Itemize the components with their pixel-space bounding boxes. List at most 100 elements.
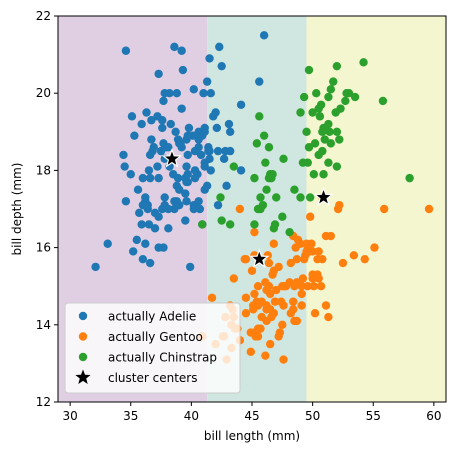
data-point: [314, 247, 323, 256]
data-point: [290, 185, 299, 194]
data-point: [335, 135, 344, 144]
x-tick-label: 35: [123, 409, 138, 423]
data-point: [253, 282, 263, 291]
data-point: [324, 119, 333, 129]
data-point: [325, 127, 334, 136]
data-point: [121, 197, 131, 206]
data-point: [297, 301, 306, 310]
series-3: [161, 148, 334, 268]
data-point: [211, 108, 220, 117]
data-point: [91, 262, 100, 272]
data-point: [133, 185, 143, 194]
data-point: [316, 282, 326, 291]
data-point: [182, 197, 191, 206]
data-point: [147, 116, 156, 125]
data-point: [130, 131, 139, 140]
data-point: [289, 305, 298, 314]
legend-marker: [75, 369, 91, 384]
data-point: [194, 197, 203, 206]
data-point: [310, 309, 320, 318]
data-point: [285, 227, 294, 237]
data-point: [326, 231, 336, 241]
legend: actually Adelie actually Gentoo actually C…: [64, 302, 241, 394]
data-point: [198, 220, 207, 229]
data-point: [183, 177, 192, 187]
data-point: [241, 309, 251, 318]
data-point: [128, 247, 138, 256]
data-point: [212, 123, 222, 133]
data-point: [132, 235, 142, 245]
data-point: [103, 239, 112, 248]
data-point: [205, 146, 214, 156]
y-tick-label: 20: [36, 86, 51, 100]
data-point: [274, 262, 283, 272]
data-point: [335, 200, 344, 210]
data-point: [184, 123, 194, 133]
data-point: [312, 89, 321, 98]
data-point: [250, 173, 259, 183]
data-point: [297, 289, 306, 299]
data-point: [229, 162, 239, 171]
data-point: [350, 92, 360, 102]
data-point: [199, 89, 208, 98]
data-point: [309, 282, 319, 291]
series-2: [198, 58, 414, 237]
data-point: [259, 131, 269, 140]
data-point: [159, 96, 168, 106]
data-point: [316, 100, 326, 109]
data-point: [256, 324, 265, 333]
data-point: [336, 104, 345, 113]
data-point: [405, 173, 414, 183]
data-point: [275, 328, 285, 337]
data-point: [206, 166, 215, 175]
data-point: [304, 143, 314, 152]
data-point: [286, 258, 295, 268]
data-point: [183, 150, 192, 160]
data-point: [177, 143, 186, 152]
data-point: [324, 312, 333, 322]
data-point: [332, 61, 342, 71]
legend-label: actually Adelie: [108, 310, 196, 324]
data-point: [307, 239, 316, 248]
data-point: [225, 146, 235, 156]
data-point: [310, 139, 320, 148]
data-point: [145, 258, 155, 268]
data-point: [121, 46, 131, 55]
data-point: [241, 254, 251, 264]
data-point: [292, 254, 302, 264]
data-point: [270, 297, 280, 306]
data-point: [160, 193, 169, 202]
x-axis: 30 35 40 45 50 55 60: [62, 402, 442, 423]
data-point: [177, 104, 186, 113]
data-point: [126, 170, 135, 179]
data-point: [315, 112, 325, 121]
data-point: [164, 204, 173, 214]
data-point: [182, 162, 191, 171]
data-point: [154, 243, 163, 252]
data-point: [326, 85, 336, 94]
data-point: [349, 251, 359, 260]
data-point: [213, 200, 223, 210]
data-point: [127, 112, 137, 121]
data-point: [143, 200, 152, 210]
data-point: [299, 92, 309, 102]
data-point: [166, 119, 175, 129]
data-point: [250, 220, 259, 229]
data-point: [246, 347, 255, 357]
data-point: [205, 154, 214, 164]
data-point: [216, 193, 225, 202]
data-point: [314, 274, 323, 283]
data-point: [296, 193, 305, 202]
legend-box: [64, 302, 241, 394]
cluster-center-0: [161, 148, 183, 168]
data-point: [338, 258, 348, 268]
data-point: [185, 262, 195, 272]
data-point: [158, 123, 167, 133]
data-point: [296, 239, 305, 248]
data-point: [138, 173, 148, 183]
data-point: [164, 224, 173, 233]
data-point: [145, 173, 155, 183]
x-tick-label: 40: [184, 409, 199, 423]
x-tick-label: 30: [62, 409, 77, 423]
data-point: [172, 89, 182, 98]
